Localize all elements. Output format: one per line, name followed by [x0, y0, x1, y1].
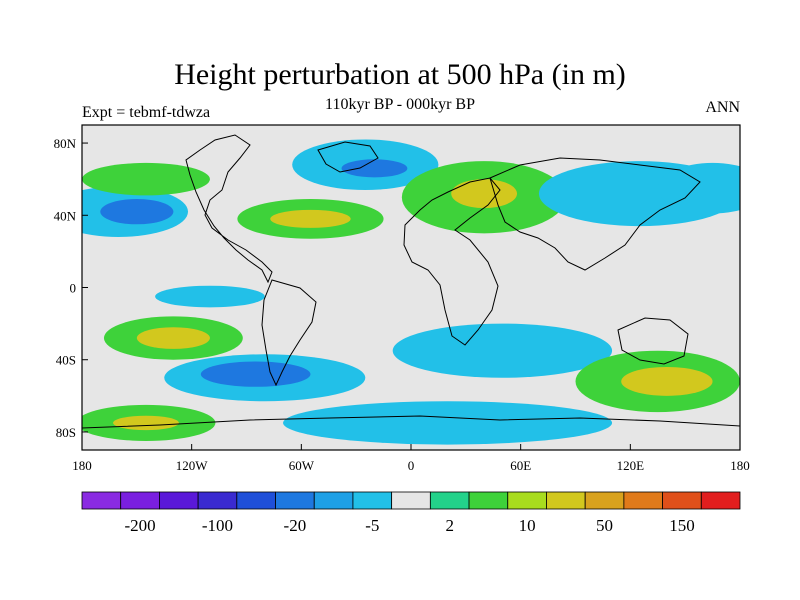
colorbar-box-3	[197, 491, 238, 510]
contour-region-6	[341, 159, 408, 178]
x-axis-ticks: 180 120W 60W 0 60E 120E 180	[72, 444, 750, 473]
colorbar-box-13	[584, 491, 625, 510]
y-tick-label-4: 80S	[56, 425, 76, 440]
contour-region-1	[100, 199, 174, 225]
colorbar-label-2: -20	[284, 516, 307, 535]
y-tick-label-3: 40S	[56, 353, 76, 368]
coastlines	[82, 134, 740, 429]
x-tick-label-4: 60E	[510, 458, 531, 473]
colorbar-label-0: -200	[124, 516, 155, 535]
chart-subtitle-center: 110kyr BP - 000kyr BP	[325, 96, 475, 113]
contour-region-18	[283, 401, 613, 445]
x-tick-label-5: 120E	[617, 458, 645, 473]
colorbar-box-1	[120, 491, 160, 510]
colorbar-label-4: 2	[445, 516, 454, 535]
colorbar-label-1: -100	[202, 516, 233, 535]
colorbar-box-15	[662, 491, 702, 510]
y-tick-label-0: 80N	[54, 136, 77, 151]
colorbar-box-0	[81, 491, 122, 510]
y-tick-label-2: 0	[70, 281, 77, 296]
colorbar-boxes	[81, 491, 741, 510]
colorbar-box-16	[700, 491, 741, 510]
contour-region-8	[451, 179, 518, 209]
x-tick-label-6: 180	[730, 458, 750, 473]
y-tick-label-1: 40N	[54, 208, 77, 223]
colorbar-label-7: 150	[669, 516, 695, 535]
colorbar-box-9	[429, 491, 470, 510]
x-tick-label-0: 180	[72, 458, 92, 473]
colorbar-box-7	[352, 491, 393, 510]
contour-region-21	[328, 262, 421, 284]
contour-region-14	[200, 361, 311, 387]
contour-region-22	[155, 285, 265, 308]
colorbar-box-14	[623, 491, 663, 510]
contour-region-12	[136, 327, 210, 349]
colorbar-labels: -200 -100 -20 -5 2 10 50 150	[124, 516, 694, 535]
contour-region-15	[392, 323, 613, 378]
x-tick-label-2: 60W	[289, 458, 315, 473]
x-tick-label-1: 120W	[176, 458, 209, 473]
colorbar-box-12	[546, 491, 586, 510]
colorbar-box-8	[391, 491, 431, 510]
x-tick-label-3: 0	[408, 458, 415, 473]
chart-subtitle-right: ANN	[705, 99, 740, 116]
chart-subtitle-left: Expt = tebmf-tdwza	[82, 104, 211, 121]
contour-region-4	[270, 209, 351, 228]
colorbar-box-6	[313, 491, 354, 510]
colorbar-label-3: -5	[365, 516, 379, 535]
contour-region-2	[82, 162, 210, 196]
contour-region-17	[621, 366, 713, 396]
colorbar-box-10	[468, 491, 509, 510]
chart-title: Height perturbation at 500 hPa (in m)	[174, 58, 626, 91]
colorbar-label-6: 50	[596, 516, 613, 535]
colorbar-box-5	[275, 491, 315, 510]
colorbar-box-11	[507, 491, 547, 510]
colorbar-box-4	[236, 491, 276, 510]
y-axis-ticks: 80N 40N 0 40S 80S	[54, 136, 88, 440]
colorbar-box-2	[159, 491, 199, 510]
colorbar-label-5: 10	[519, 516, 536, 535]
